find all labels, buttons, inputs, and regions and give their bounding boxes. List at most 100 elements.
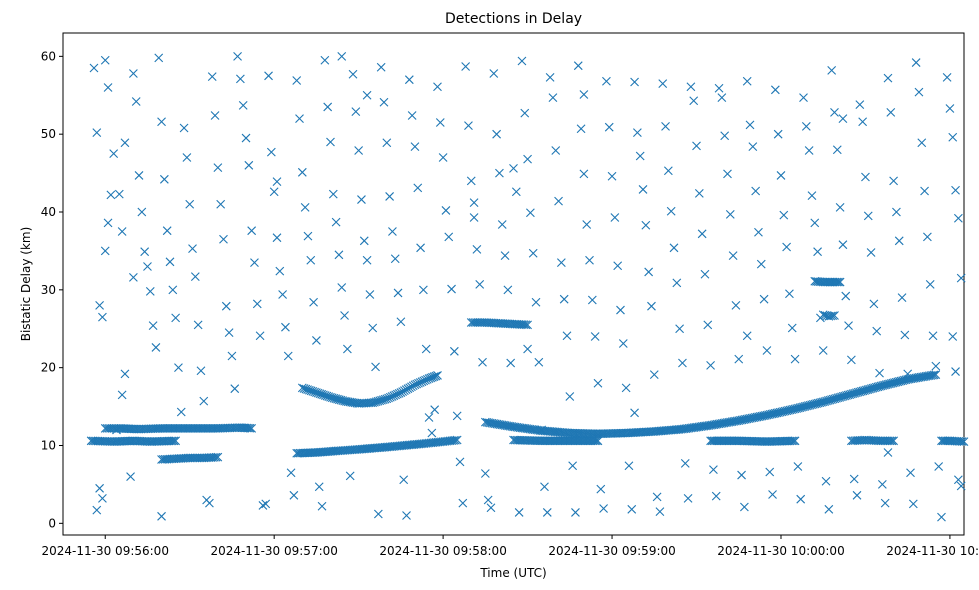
data-point-marker xyxy=(866,384,876,394)
data-point-marker xyxy=(295,114,304,124)
data-point-marker xyxy=(798,402,808,412)
data-point-marker xyxy=(872,326,882,336)
data-point-marker xyxy=(255,331,265,341)
data-point-marker xyxy=(373,509,383,519)
data-point-marker xyxy=(632,128,642,138)
data-point-marker xyxy=(480,469,490,478)
data-point-marker xyxy=(801,122,811,131)
data-point-marker xyxy=(928,370,937,380)
data-point-marker xyxy=(849,474,859,484)
data-point-marker xyxy=(825,395,835,405)
data-point-marker xyxy=(621,383,631,393)
y-tick-label: 50 xyxy=(41,127,56,141)
data-point-marker xyxy=(337,51,347,61)
data-point-marker xyxy=(464,121,473,131)
data-point-marker xyxy=(723,169,732,179)
data-point-marker xyxy=(762,346,772,355)
data-point-marker xyxy=(863,385,873,394)
data-point-marker xyxy=(957,437,967,446)
data-point-marker xyxy=(678,358,687,368)
data-point-marker xyxy=(92,128,102,138)
data-point-marker xyxy=(587,295,597,305)
data-point-marker xyxy=(573,61,583,71)
data-point-marker xyxy=(810,218,820,228)
data-point-marker xyxy=(500,251,510,260)
data-point-marker xyxy=(883,379,893,389)
data-point-marker xyxy=(379,97,389,107)
data-point-marker xyxy=(171,436,181,446)
data-point-marker xyxy=(813,398,823,408)
data-point-marker xyxy=(154,53,164,63)
data-point-marker xyxy=(861,385,871,395)
data-point-marker xyxy=(789,404,798,414)
data-point-marker xyxy=(131,97,141,106)
data-point-marker xyxy=(157,117,166,127)
data-point-marker xyxy=(886,107,896,117)
data-point-marker xyxy=(489,69,499,78)
data-point-marker xyxy=(514,508,524,517)
data-point-marker xyxy=(272,177,282,187)
data-point-marker xyxy=(593,378,603,388)
data-point-marker xyxy=(207,72,217,81)
data-point-marker xyxy=(647,301,656,311)
data-point-marker xyxy=(289,490,299,500)
data-point-marker xyxy=(213,452,223,462)
data-point-marker xyxy=(810,399,820,409)
data-point-marker xyxy=(431,371,441,381)
data-point-marker xyxy=(838,114,848,124)
data-point-marker xyxy=(596,484,606,494)
data-point-marker xyxy=(602,76,611,86)
data-point-marker xyxy=(714,83,724,93)
data-point-marker xyxy=(179,123,189,133)
data-point-marker xyxy=(278,290,288,299)
data-point-marker xyxy=(157,511,166,521)
data-point-marker xyxy=(795,403,805,413)
data-point-marker xyxy=(888,378,898,388)
data-point-marker xyxy=(835,392,845,402)
data-point-marker xyxy=(211,452,221,462)
data-point-marker xyxy=(756,259,766,269)
data-point-marker xyxy=(334,395,344,405)
data-point-marker xyxy=(329,393,339,403)
data-point-marker xyxy=(607,171,617,181)
data-point-marker xyxy=(858,117,868,127)
data-point-marker xyxy=(469,213,479,222)
data-point-marker xyxy=(98,312,107,322)
y-tick-label: 10 xyxy=(41,438,56,452)
y-axis: 0 10 20 30 40 50 60 xyxy=(41,49,63,530)
data-point-marker xyxy=(834,277,843,287)
data-point-marker xyxy=(551,146,561,155)
data-point-marker xyxy=(672,278,682,288)
data-point-marker xyxy=(793,403,803,413)
data-point-marker xyxy=(585,255,594,265)
y-axis-label: Bistatic Delay (km) xyxy=(19,227,33,342)
data-point-marker xyxy=(312,336,321,345)
data-point-marker xyxy=(822,396,831,406)
data-point-marker xyxy=(362,90,372,100)
data-point-marker xyxy=(382,138,392,148)
data-point-marker xyxy=(844,321,853,331)
data-point-marker xyxy=(376,62,386,72)
data-point-marker xyxy=(466,176,476,186)
data-point-marker xyxy=(887,436,897,446)
data-point-marker xyxy=(571,508,580,517)
data-point-marker xyxy=(103,218,113,228)
data-point-marker xyxy=(258,501,268,510)
data-point-marker xyxy=(435,118,445,127)
data-point-marker xyxy=(449,436,459,445)
data-point-marker xyxy=(338,396,348,406)
data-point-marker xyxy=(848,389,858,399)
data-point-marker xyxy=(377,395,386,405)
data-point-marker xyxy=(548,93,558,102)
data-point-marker xyxy=(742,76,752,86)
data-point-marker xyxy=(917,138,927,148)
data-point-marker xyxy=(858,386,868,396)
data-point-marker xyxy=(145,287,155,296)
data-point-marker xyxy=(576,124,586,134)
data-point-marker xyxy=(828,311,837,321)
data-point-marker xyxy=(655,507,665,517)
data-point-marker xyxy=(892,207,901,217)
data-point-marker xyxy=(416,243,425,253)
data-point-marker xyxy=(359,236,369,246)
data-point-marker xyxy=(751,186,761,196)
